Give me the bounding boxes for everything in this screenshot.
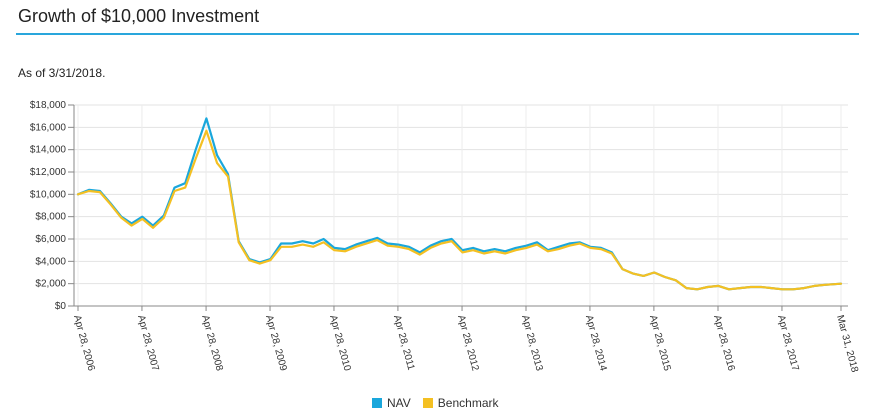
x-tick-label: Apr 28, 2013: [519, 314, 545, 373]
growth-line-chart: $0 $2,000 $4,000 $6,000 $8,000 $10,000 $12,000…: [30, 100, 860, 374]
legend-label-nav: NAV: [387, 396, 411, 410]
x-tick-label: Apr 28, 2011: [391, 314, 416, 372]
y-tick-label: $6,000: [35, 234, 66, 245]
title-underline: [16, 33, 859, 35]
series-line-benchmark[interactable]: [76, 129, 843, 291]
x-tick-label: Apr 28, 2007: [135, 314, 161, 373]
x-axis: Apr 28, 2006 Apr 28, 2007 Apr 28, 2008 Apr …: [71, 305, 860, 374]
x-tick-label: Apr 28, 2010: [327, 314, 353, 373]
x-tick-label: Mar 31, 2018: [834, 314, 860, 374]
y-tick-label: $12,000: [30, 167, 67, 178]
x-tick-label: Apr 28, 2014: [583, 314, 609, 373]
series-lines: [76, 117, 843, 291]
x-tick-label: Apr 28, 2008: [199, 314, 225, 373]
series-line-nav[interactable]: [76, 117, 843, 291]
x-tick-label: Apr 28, 2009: [263, 314, 289, 373]
nav-swatch: [372, 398, 382, 408]
y-tick-label: $16,000: [30, 122, 67, 133]
legend: NAV Benchmark: [372, 396, 499, 410]
chart-title: Growth of $10,000 Investment: [18, 6, 260, 26]
y-tick-label: $10,000: [30, 189, 67, 200]
y-tick-label: $18,000: [30, 100, 67, 111]
as-of-date: As of 3/31/2018.: [18, 66, 106, 80]
benchmark-swatch: [422, 398, 433, 408]
y-tick-label: $14,000: [30, 145, 67, 156]
legend-item-benchmark[interactable]: Benchmark: [422, 396, 499, 410]
grid-lines: [74, 104, 848, 307]
y-tick-label: $0: [55, 301, 67, 312]
y-tick-label: $4,000: [35, 256, 66, 267]
x-tick-label: Apr 28, 2016: [711, 314, 737, 373]
x-tick-label: Apr 28, 2012: [455, 314, 481, 373]
y-axis: $0 $2,000 $4,000 $6,000 $8,000 $10,000 $12,000…: [30, 100, 75, 312]
legend-item-nav[interactable]: NAV: [372, 396, 411, 410]
y-tick-label: $2,000: [35, 279, 66, 290]
legend-label-benchmark: Benchmark: [437, 396, 499, 410]
y-tick-label: $8,000: [35, 212, 66, 223]
x-tick-label: Apr 28, 2006: [71, 314, 97, 373]
x-tick-label: Apr 28, 2017: [775, 314, 801, 373]
x-tick-label: Apr 28, 2015: [647, 314, 673, 373]
